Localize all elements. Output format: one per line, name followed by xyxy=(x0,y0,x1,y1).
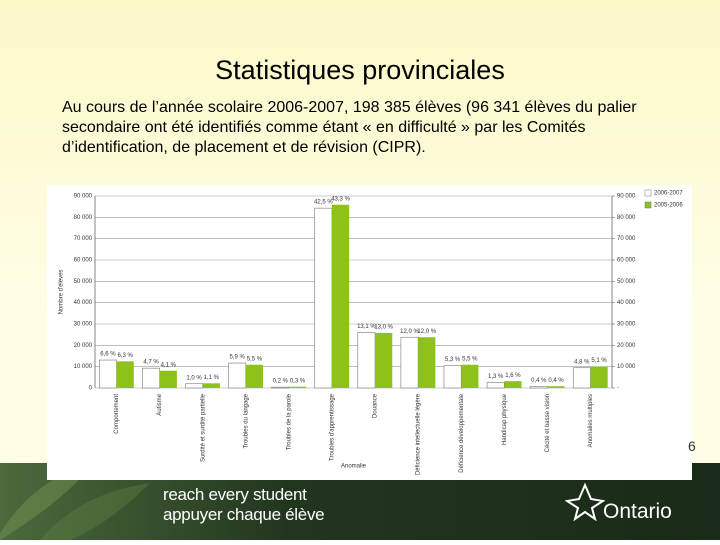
bar xyxy=(202,383,220,388)
y-tick-label: 80 000 xyxy=(74,215,93,221)
tagline: appuyer chaque élève xyxy=(163,505,325,524)
bar xyxy=(443,365,462,389)
bar xyxy=(400,336,419,389)
bar xyxy=(142,367,160,389)
legend-swatch xyxy=(644,189,652,197)
value-label: 5,5 % xyxy=(247,356,263,362)
tagline: reach every student xyxy=(163,485,307,504)
bar xyxy=(99,359,117,389)
value-label: 1,3 % xyxy=(488,374,504,380)
bar xyxy=(314,207,333,389)
y2-tick-label: 30 000 xyxy=(617,322,636,328)
trillium-logo xyxy=(565,482,605,521)
value-label: 4,8 % xyxy=(574,359,590,365)
y-axis-title: Nombre d'élèves xyxy=(59,270,65,315)
y-tick-label: 30 000 xyxy=(74,322,93,328)
x-tick-label: Troubles du langage xyxy=(243,393,249,448)
value-label: 5,3 % xyxy=(445,357,461,363)
legend-label: 2005-2006 xyxy=(654,203,683,209)
value-label: 5,5 % xyxy=(462,356,478,362)
y2-tick-label: 70 000 xyxy=(617,236,636,242)
x-tick-label: Cécité et basse vision xyxy=(545,394,551,452)
bar xyxy=(529,385,548,389)
page-number: 6 xyxy=(688,438,696,454)
value-label: 6,3 % xyxy=(117,353,133,359)
x-tick-label: Surdité et surdité partielle xyxy=(200,393,206,462)
value-label: 42,5 % xyxy=(314,200,333,206)
value-label: 4,1 % xyxy=(161,362,177,368)
bar xyxy=(572,367,591,389)
x-tick-label: Anomalies multiples xyxy=(588,394,594,447)
x-tick-label: Troubles de la parole xyxy=(286,393,292,450)
bar xyxy=(331,204,350,388)
value-label: 5,9 % xyxy=(230,355,246,361)
y2-tick-label: 80 000 xyxy=(617,215,636,221)
value-label: 13,0 % xyxy=(374,325,393,331)
value-label: 4,7 % xyxy=(143,360,159,366)
value-label: 1,6 % xyxy=(505,373,521,379)
y2-tick-label: 50 000 xyxy=(617,279,636,285)
value-label: 0,2 % xyxy=(273,379,289,385)
bar xyxy=(228,362,247,389)
x-tick-label: Autisme xyxy=(157,393,163,415)
y-tick-label: 20 000 xyxy=(74,343,93,349)
y-tick-label: 40 000 xyxy=(74,300,93,306)
leaf-decoration xyxy=(0,468,150,540)
bar xyxy=(357,332,376,389)
legend-swatch xyxy=(644,201,652,209)
x-tick-label: Troubles d'apprentissage xyxy=(330,393,336,461)
slide-body: Au cours de l’année scolaire 2006-2007, … xyxy=(62,99,637,156)
y-tick-label: 0 xyxy=(89,386,93,392)
value-label: 1,1 % xyxy=(204,375,220,381)
y2-tick-label: 20 000 xyxy=(617,343,636,349)
y-tick-label: 70 000 xyxy=(74,236,93,242)
value-label: 0,3 % xyxy=(290,378,306,384)
bar xyxy=(271,386,290,389)
y2-tick-label: - xyxy=(617,386,619,392)
bar xyxy=(461,364,479,388)
slide-title: Statistiques provinciales xyxy=(215,55,505,85)
y2-tick-label: 90 000 xyxy=(617,194,636,200)
value-label: 6,6 % xyxy=(100,352,116,358)
x-tick-label: Déficience intellectuelle légère xyxy=(416,393,422,475)
y-tick-label: 50 000 xyxy=(74,279,93,285)
y-tick-label: 10 000 xyxy=(74,364,93,370)
bar xyxy=(486,382,505,389)
y2-tick-label: 60 000 xyxy=(617,258,636,264)
value-label: 12,0 % xyxy=(400,329,419,335)
bar xyxy=(504,381,522,388)
bar xyxy=(375,332,393,388)
value-label: 5,1 % xyxy=(591,358,607,364)
value-label: 43,3 % xyxy=(331,196,350,202)
bar xyxy=(159,370,177,388)
x-tick-label: Douance xyxy=(373,393,379,418)
bar xyxy=(547,386,565,388)
x-tick-label: Déficience développementale xyxy=(459,393,465,472)
y2-tick-label: 40 000 xyxy=(617,300,636,306)
value-label: 0,4 % xyxy=(548,378,564,384)
x-axis-title: Anomalie xyxy=(341,464,367,470)
bar xyxy=(185,383,204,389)
bar xyxy=(288,386,307,388)
bar xyxy=(418,337,436,388)
y-tick-label: 90 000 xyxy=(74,194,93,200)
value-label: 12,0 % xyxy=(417,329,436,335)
logo-text: Ontario xyxy=(603,500,672,523)
bar xyxy=(116,361,134,388)
y2-tick-label: 10 000 xyxy=(617,364,636,370)
chart: 0 10 000 20 000 30 000 40 000 50 000 60 000 70 … xyxy=(47,185,692,480)
legend-label: 2006-2007 xyxy=(654,191,683,197)
bar xyxy=(590,366,608,388)
x-tick-label: Handicap physique xyxy=(502,393,508,445)
value-label: 1,0 % xyxy=(186,375,202,381)
y-tick-label: 60 000 xyxy=(74,258,93,264)
x-tick-label: Comportement xyxy=(114,394,120,434)
value-label: 0,4 % xyxy=(531,378,547,384)
value-label: 13,1 % xyxy=(357,324,376,330)
bar xyxy=(245,364,264,388)
